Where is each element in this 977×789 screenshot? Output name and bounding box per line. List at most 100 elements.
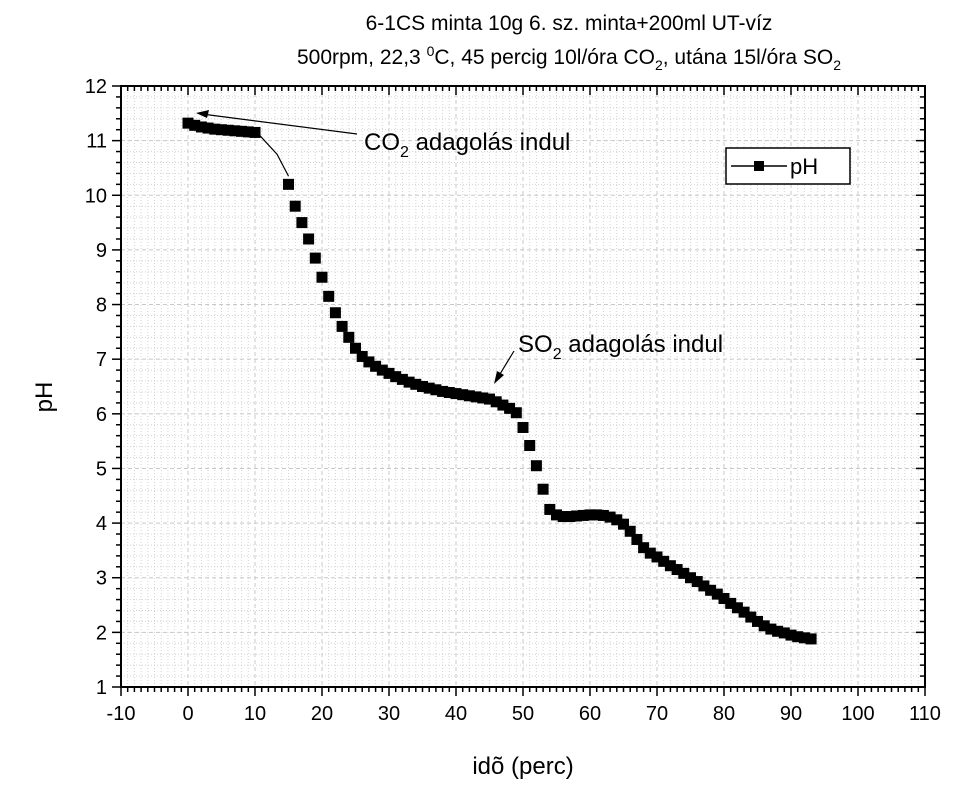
- data-point: [685, 572, 696, 584]
- annotation-co2-arrow-line: [201, 113, 358, 135]
- data-point: [430, 384, 442, 396]
- data-point: [792, 631, 804, 643]
- data-point: [597, 509, 609, 521]
- data-point: [490, 396, 502, 408]
- data-point: [216, 124, 227, 136]
- y-tick-label: 12: [85, 76, 107, 98]
- data-point: [417, 381, 428, 392]
- y-tick-label: 4: [96, 513, 107, 535]
- subtitle-part: 2: [833, 57, 841, 73]
- data-point: [242, 126, 254, 138]
- data-point: [323, 290, 335, 302]
- subtitle-part: 500rpm, 22,3: [297, 46, 427, 69]
- title-block: 6-1CS minta 10g 6. sz. minta+200ml UT-ví…: [297, 12, 841, 73]
- data-point: [778, 627, 790, 639]
- data-point: [470, 391, 482, 403]
- annotation-co2-label: CO2 adagolás indul: [364, 129, 570, 161]
- data-point: [524, 440, 536, 452]
- data-point: [765, 623, 777, 635]
- y-tick-label: 3: [96, 568, 107, 590]
- x-tick-label: 10: [244, 703, 266, 725]
- data-point: [477, 392, 489, 404]
- annotation-so2-label: SO2 adagolás indul: [518, 331, 723, 363]
- data-point: [236, 125, 248, 137]
- data-point: [631, 533, 643, 545]
- data-point: [678, 567, 690, 579]
- data-point: [571, 510, 583, 522]
- annotation-so2-arrowhead: [494, 371, 504, 384]
- y-tick-label: 6: [96, 404, 107, 426]
- data-point: [403, 376, 415, 388]
- x-tick-label: -10: [107, 703, 136, 725]
- data-point: [517, 421, 529, 433]
- chart-subtitle: 500rpm, 22,3 0C, 45 percig 10l/óra CO 2, …: [297, 43, 841, 73]
- data-point: [731, 602, 743, 614]
- data-point: [484, 393, 495, 405]
- legend-marker: [754, 161, 764, 171]
- annotation-so2-arrow-line: [499, 350, 515, 375]
- data-point: [504, 402, 516, 414]
- data-point: [343, 331, 355, 343]
- data-point: [664, 560, 676, 572]
- y-axis-ticks: [112, 85, 925, 688]
- subtitle-part: 0: [427, 43, 435, 59]
- data-point: [725, 597, 737, 609]
- subtitle-part: C, 45 percig 10l/óra CO: [434, 46, 655, 69]
- data-point: [618, 518, 629, 530]
- data-point: [396, 373, 408, 385]
- y-tick-label: 8: [96, 295, 107, 317]
- y-tick-label: 10: [85, 185, 107, 207]
- data-point: [798, 632, 810, 644]
- data-point: [705, 584, 717, 596]
- data-point: [383, 367, 395, 379]
- data-point: [752, 615, 763, 627]
- subtitle-part: , utána 15l/óra SO: [663, 46, 833, 69]
- data-point: [591, 509, 603, 521]
- data-point: [611, 514, 623, 526]
- data-point: [537, 483, 549, 495]
- data-point: [718, 592, 730, 604]
- data-point: [530, 460, 542, 472]
- data-point: [698, 580, 710, 592]
- data-point: [363, 356, 375, 368]
- data-point: [557, 511, 569, 523]
- data-point: [624, 525, 636, 537]
- data-point: [356, 350, 368, 362]
- data-point: [437, 385, 449, 397]
- data-point: [450, 388, 462, 400]
- data-point: [222, 124, 234, 136]
- chart-title: 6-1CS minta 10g 6. sz. minta+200ml UT-ví…: [366, 12, 773, 35]
- annotation-part: 2: [553, 346, 562, 363]
- data-point: [711, 588, 723, 600]
- minor-grid: [121, 86, 925, 687]
- y-tick-label: 1: [96, 677, 107, 699]
- data-point: [691, 576, 703, 588]
- data-point: [745, 611, 757, 623]
- data-point: [604, 511, 616, 523]
- x-tick-label: 70: [646, 703, 668, 725]
- x-tick-label: 20: [311, 703, 333, 725]
- y-tick-label: 2: [96, 622, 107, 644]
- data-point: [309, 252, 321, 264]
- x-tick-label: 50: [512, 703, 534, 725]
- data-point: [423, 382, 435, 394]
- data-point: [370, 360, 382, 372]
- x-axis-ticks: [120, 86, 926, 696]
- data-point: [658, 555, 670, 567]
- data-point: [390, 371, 402, 383]
- x-axis-tick-labels: -10 0 10 20 30 40 50 60 70 80 90 100 110: [107, 703, 941, 725]
- legend: pH: [725, 147, 851, 185]
- annotation-co2-gap-line: [256, 132, 290, 177]
- data-point: [202, 122, 214, 134]
- legend-label-ph: pH: [790, 154, 818, 179]
- y-tick-label: 5: [96, 458, 107, 480]
- data-point: [805, 633, 817, 645]
- data-point: [457, 389, 469, 401]
- data-point: [644, 547, 656, 559]
- data-point: [329, 307, 341, 319]
- data-point: [376, 364, 388, 376]
- data-point: [510, 407, 522, 419]
- data-point: [671, 564, 683, 576]
